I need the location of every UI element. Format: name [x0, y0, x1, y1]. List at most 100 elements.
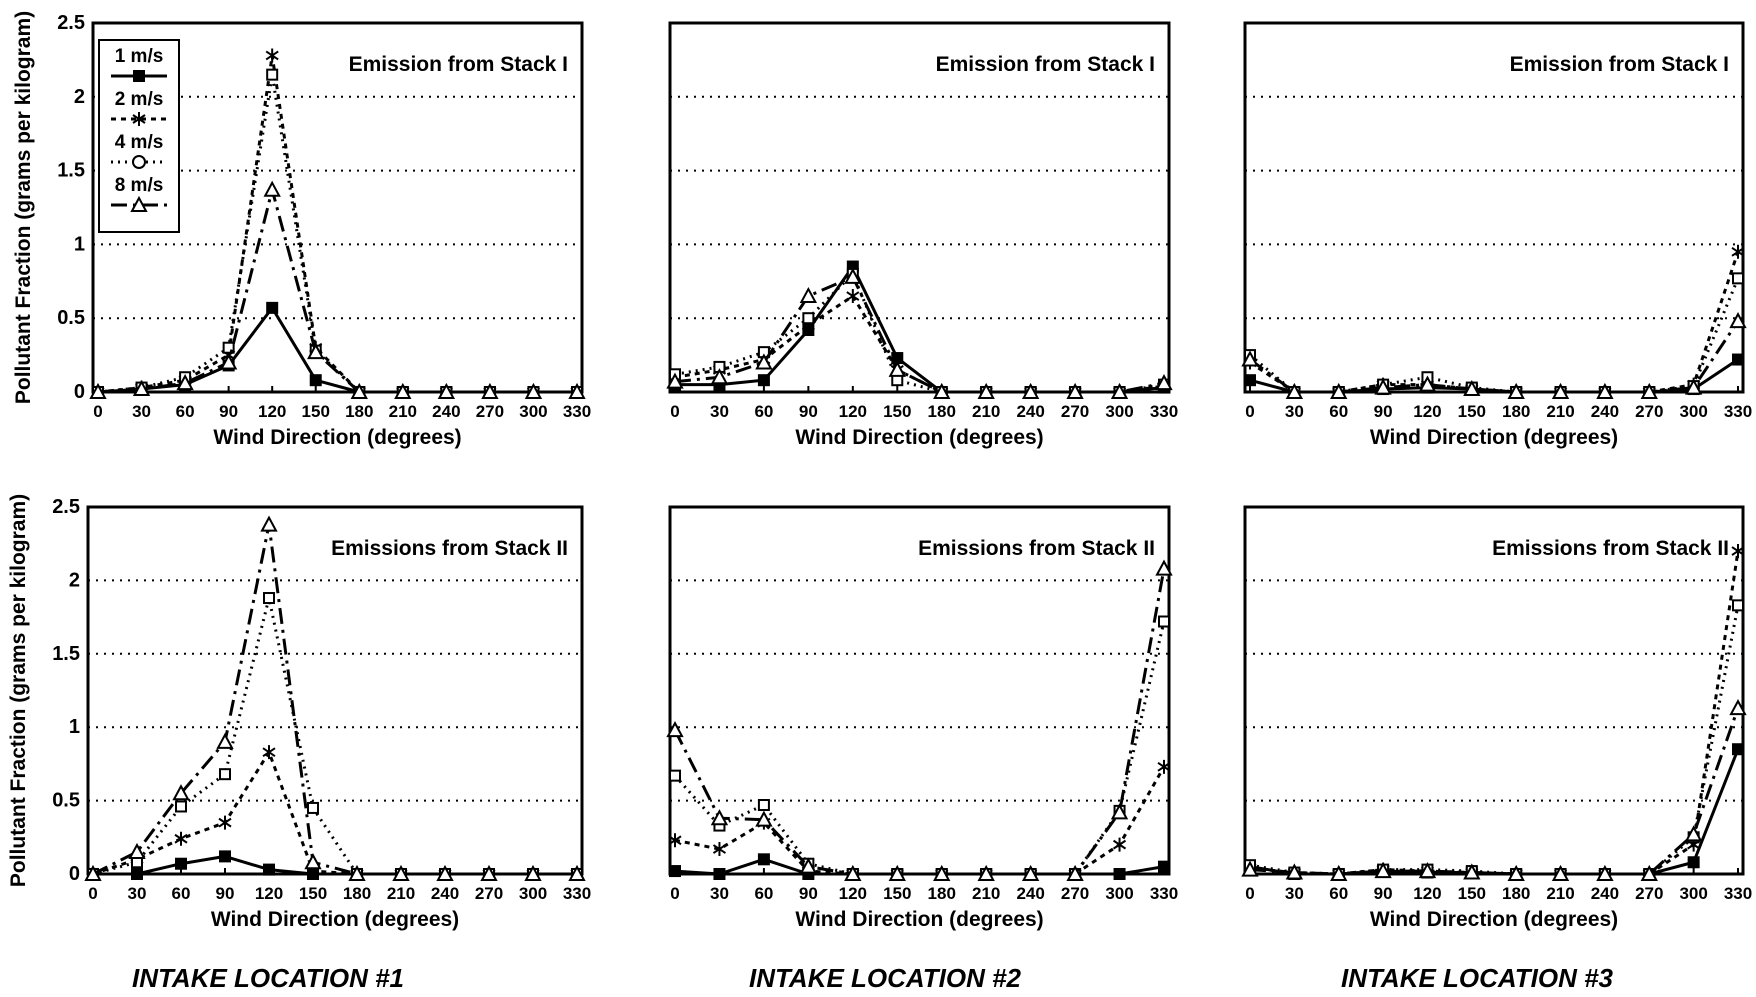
y-tick-label: 0.5 [52, 790, 80, 812]
legend-marker [130, 195, 148, 212]
chart-panel-1: 0 30 60 90 120 150 180 210 240 270 300 330 0 0.5 1 1.5 2… [12, 11, 591, 449]
x-tick-label: 300 [1105, 884, 1133, 903]
series-2-m-s [1243, 544, 1745, 881]
data-point [1374, 378, 1392, 395]
x-tick-label: 270 [1635, 884, 1663, 903]
data-point [1551, 864, 1570, 881]
series-line [673, 621, 1166, 876]
x-tick-label: 240 [431, 884, 459, 903]
data-point [757, 374, 770, 387]
data-point [666, 721, 684, 738]
x-tick-label: 60 [1329, 402, 1348, 421]
data-point [392, 864, 410, 881]
x-tick-label: 120 [1413, 402, 1441, 421]
series-line [1249, 707, 1740, 876]
series-4-m-s [1244, 272, 1744, 398]
data-point [1158, 860, 1170, 873]
plot-frame [91, 21, 584, 394]
x-tick-label: 330 [563, 884, 591, 903]
data-point [89, 382, 107, 399]
panel-title: Emission from Stack I [1510, 53, 1729, 76]
data-point [1463, 863, 1481, 880]
data-point [755, 810, 773, 827]
y-tick-label: 1.5 [52, 643, 80, 665]
x-tick-label: 150 [1458, 884, 1486, 903]
data-point [436, 864, 454, 881]
series-line [675, 265, 1165, 394]
series-8-m-s [666, 267, 1173, 399]
data-point [1021, 864, 1040, 881]
series-line [1249, 605, 1740, 876]
series-line [1249, 358, 1739, 394]
x-tick-label: 180 [343, 884, 371, 903]
y-tick-label: 2 [69, 569, 80, 591]
series-8-m-s [1241, 699, 1747, 881]
data-point [710, 809, 729, 826]
series-line [92, 750, 577, 876]
x-tick-label: 60 [754, 402, 773, 421]
y-tick-label: 2 [74, 86, 85, 108]
data-point [1244, 374, 1256, 387]
x-tick-label: 270 [1635, 402, 1663, 421]
data-point [713, 868, 726, 880]
x-tick-label: 60 [1329, 884, 1348, 903]
x-tick-label: 180 [1502, 884, 1530, 903]
x-tick-label: 240 [432, 402, 460, 421]
data-point [1112, 837, 1127, 852]
chart-panel-5: 0 30 60 90 120 150 180 210 240 270 300 330 Wind Dire… [666, 505, 1178, 931]
series-2-m-s [86, 745, 584, 881]
data-point [933, 382, 951, 399]
series-1-m-s [669, 260, 1170, 398]
data-point [1241, 860, 1259, 877]
x-tick-label: 0 [88, 884, 97, 903]
x-tick-label: 270 [476, 402, 504, 421]
data-point [219, 850, 231, 863]
x-tick-label: 60 [172, 884, 191, 903]
data-point [977, 864, 995, 881]
data-point [1731, 244, 1745, 259]
data-point [481, 382, 499, 399]
x-tick-label: 330 [1724, 884, 1752, 903]
y-tick-label: 2.5 [57, 12, 85, 34]
data-point [1155, 559, 1173, 576]
data-point [84, 864, 102, 881]
x-axis-title: Wind Direction (degrees) [211, 908, 459, 931]
series-8-m-s [666, 559, 1173, 881]
data-point [1285, 382, 1304, 399]
data-point [263, 592, 275, 605]
series-4-m-s [1244, 599, 1744, 880]
legend-label: 2 m/s [115, 89, 164, 110]
series-line [674, 857, 1165, 876]
legend-marker [133, 70, 145, 82]
data-point [1507, 864, 1525, 881]
x-tick-label: 30 [710, 884, 729, 903]
series-1-m-s [669, 853, 1170, 880]
panel-title: Emissions from Stack II [1492, 537, 1729, 560]
data-point [977, 382, 995, 399]
data-point [263, 180, 281, 197]
x-tick-label: 300 [1679, 402, 1707, 421]
x-tick-label: 240 [1591, 884, 1619, 903]
x-tick-label: 90 [1374, 884, 1393, 903]
x-tick-label: 30 [128, 884, 147, 903]
x-tick-label: 240 [1591, 402, 1619, 421]
x-tick-label: 120 [839, 884, 867, 903]
x-tick-label: 30 [710, 402, 729, 421]
data-point [1596, 382, 1614, 399]
data-point [1732, 743, 1744, 756]
x-tick-label: 0 [670, 402, 679, 421]
data-point [669, 769, 681, 782]
data-point [668, 833, 682, 848]
data-point [172, 784, 190, 801]
panel-title: Emissions from Stack II [331, 537, 568, 560]
data-point [1418, 375, 1437, 392]
data-point [1066, 864, 1084, 881]
x-tick-label: 120 [839, 402, 867, 421]
x-tick-label: 330 [1150, 884, 1178, 903]
data-point [307, 343, 325, 360]
legend-label: 1 m/s [115, 46, 164, 67]
series-line [1249, 748, 1740, 876]
data-point [1684, 825, 1703, 842]
chart-panel-3: 0 30 60 90 120 150 180 210 240 270 300 330 Wind Dire… [1241, 21, 1752, 449]
data-point [1155, 374, 1173, 391]
